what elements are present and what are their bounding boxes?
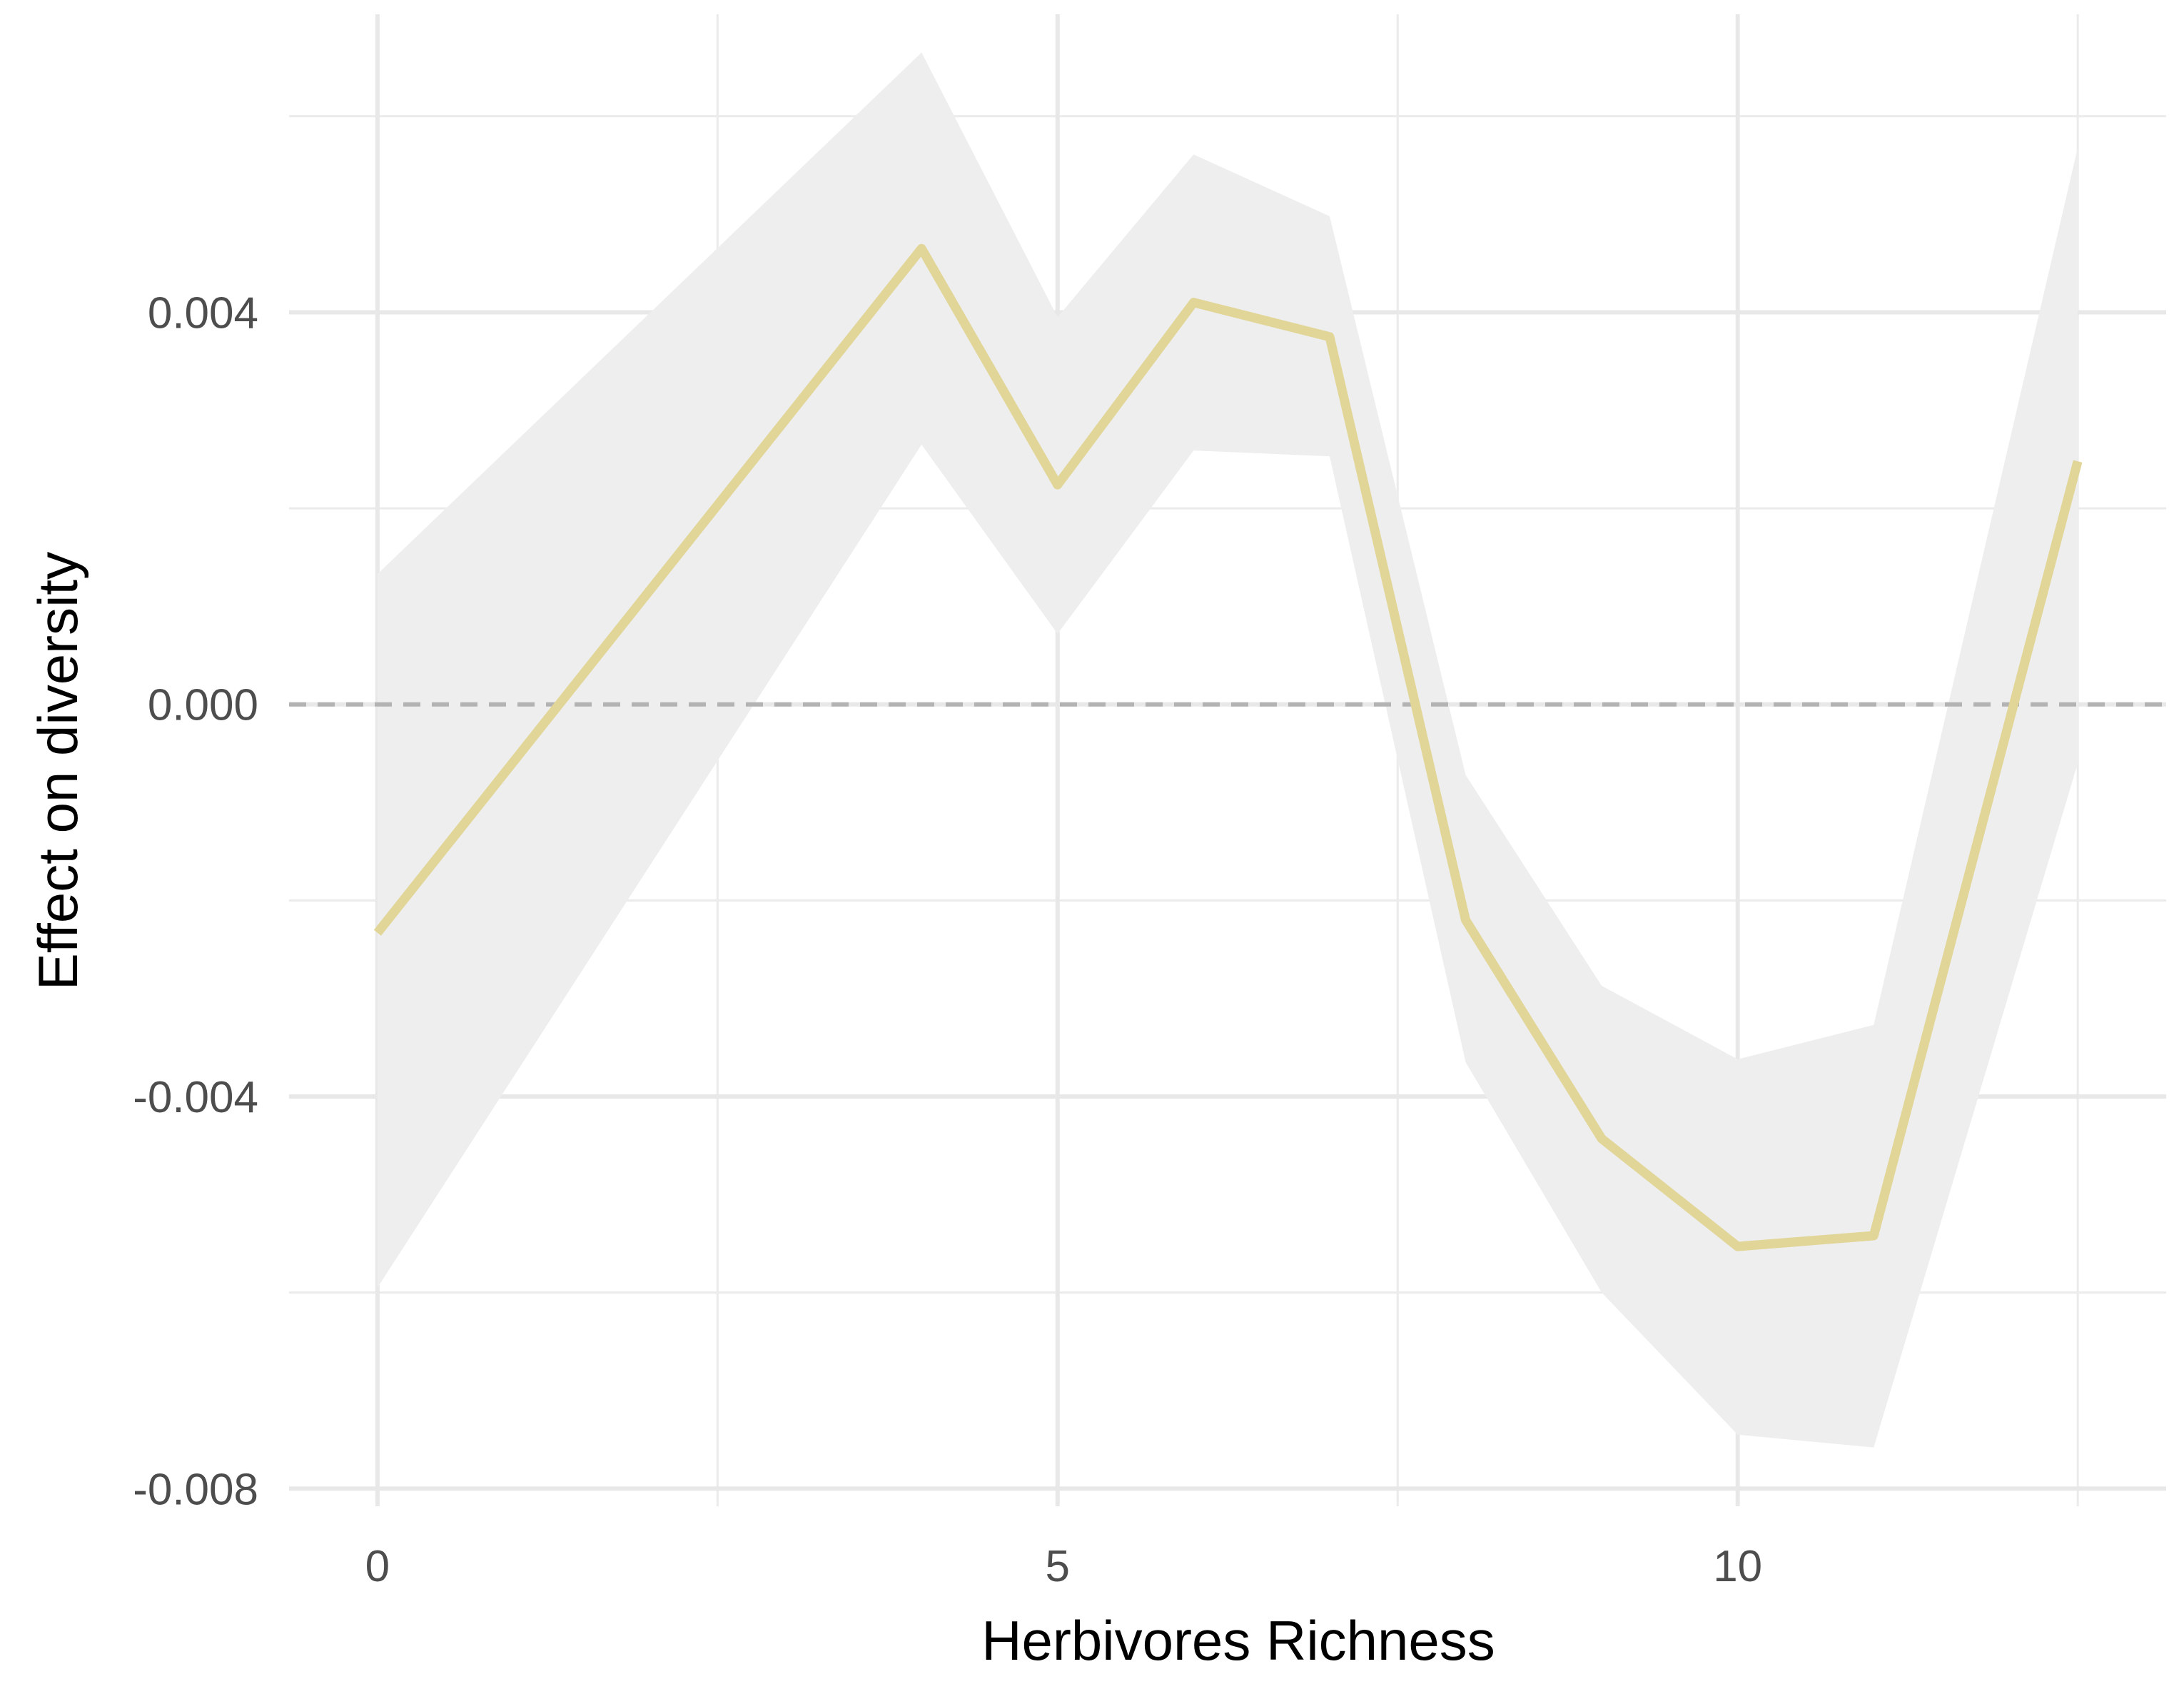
- x-tick-label: 0: [365, 1542, 390, 1591]
- x-tick-labels: 0 5 10: [365, 1542, 1763, 1591]
- effect-lines: [373, 243, 2083, 1251]
- effect-line: [373, 243, 2083, 1251]
- y-tick-label: 0.000: [148, 681, 258, 730]
- y-tick-label: -0.004: [133, 1073, 258, 1122]
- y-tick-labels: -0.008 -0.004 0.000 0.004: [133, 288, 258, 1514]
- y-tick-label: -0.008: [133, 1465, 258, 1514]
- y-tick-label: 0.004: [148, 288, 258, 338]
- y-axis-title: Effect on diversity: [26, 552, 89, 990]
- x-axis-title: Herbivores Richness: [981, 1609, 1495, 1672]
- x-tick-label: 5: [1046, 1542, 1070, 1591]
- x-tick-label: 10: [1713, 1542, 1762, 1591]
